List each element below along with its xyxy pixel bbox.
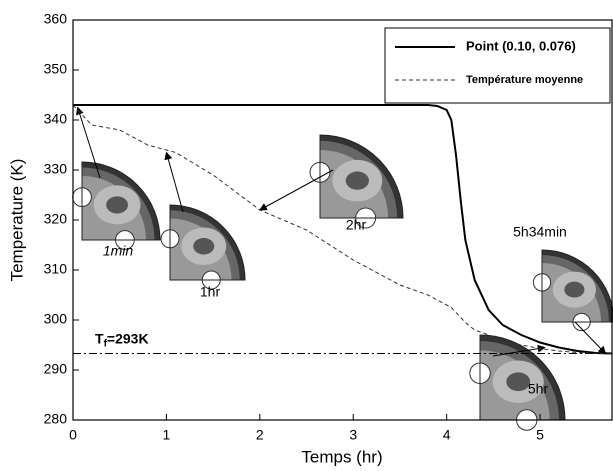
wedge-outline	[541, 249, 613, 323]
arrow	[164, 151, 184, 213]
inset-label: 5hr	[528, 381, 549, 397]
y-tick-label: 350	[44, 61, 68, 77]
wedge-outline	[319, 134, 404, 219]
legend-label: Température moyenne	[466, 74, 583, 86]
x-tick-label: 0	[69, 427, 77, 443]
x-tick-label: 2	[256, 427, 264, 443]
contour-inset	[160, 204, 246, 290]
x-tick-label: 5	[536, 427, 544, 443]
y-tick-label: 310	[44, 261, 68, 277]
y-tick-label: 320	[44, 211, 68, 227]
y-tick-label: 360	[44, 11, 68, 27]
contour-inset	[309, 134, 404, 229]
wedge-outline	[81, 161, 161, 241]
y-tick-label: 280	[44, 411, 68, 427]
reference-label-sub: f	[104, 338, 108, 349]
contour-band	[193, 238, 215, 255]
contour-band	[506, 372, 531, 392]
legend-box	[384, 27, 611, 104]
inset-label: 5h34min	[513, 224, 567, 240]
inset-label: 1min	[103, 243, 134, 259]
arrow	[574, 321, 607, 355]
inset-label: 2hr	[346, 217, 367, 233]
x-tick-label: 3	[349, 427, 357, 443]
contour-inset	[532, 249, 613, 332]
wedge-outline	[169, 204, 246, 281]
contour-inset	[469, 334, 566, 431]
contour-band	[564, 281, 585, 298]
y-tick-label: 290	[44, 361, 68, 377]
reference-label: Tf=293K	[95, 330, 149, 349]
y-tick-label: 340	[44, 111, 68, 127]
contour-band	[345, 171, 369, 190]
x-tick-label: 1	[163, 427, 171, 443]
series-line	[73, 104, 613, 355]
arrow	[75, 106, 101, 179]
inset-label: 1hr	[200, 284, 221, 300]
y-tick-label: 300	[44, 311, 68, 327]
x-axis-title: Temps (hr)	[301, 447, 382, 466]
y-axis-title: Temperature (K)	[7, 159, 26, 282]
reference-label-main: T	[95, 330, 104, 346]
contour-band	[106, 196, 129, 214]
reference-label-rest: =293K	[107, 330, 149, 346]
legend-label: Point (0.10, 0.076)	[466, 38, 576, 53]
y-tick-label: 330	[44, 161, 68, 177]
contour-inset	[72, 161, 161, 250]
arrow	[258, 169, 334, 211]
x-tick-label: 4	[443, 427, 451, 443]
arrow	[492, 344, 546, 357]
